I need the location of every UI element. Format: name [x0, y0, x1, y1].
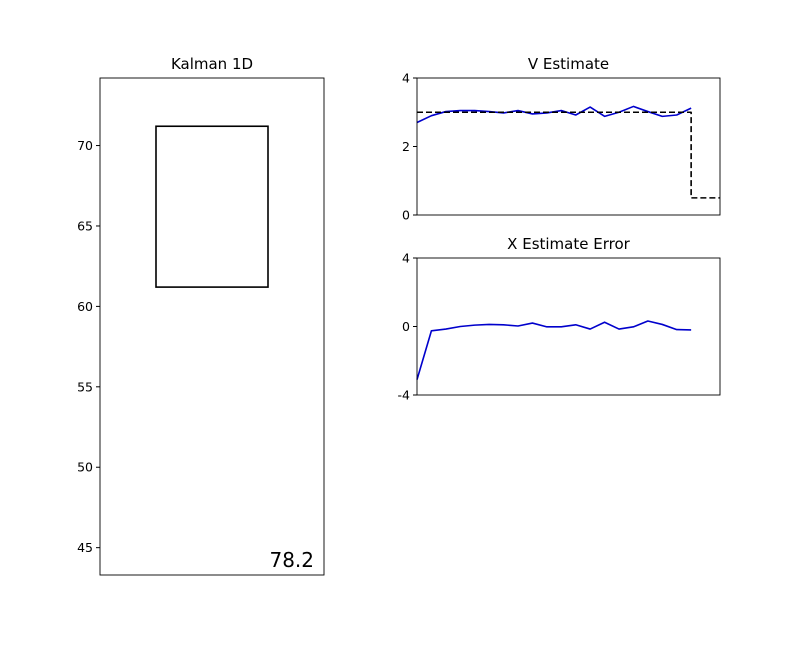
x-estimate-error-panel: X Estimate Error -4 0 4	[398, 235, 721, 403]
v-estimate-y-tick-label: 0	[402, 208, 410, 223]
kalman-1d-annotation: 78.2	[269, 548, 314, 572]
x-estimate-error-y-tick-label: -4	[398, 388, 411, 403]
v-estimate-y-tick-label: 4	[402, 71, 410, 86]
x-estimate-error-y-tick-label: 0	[402, 319, 410, 334]
v-estimate-y-tick-label: 2	[402, 139, 410, 154]
x-estimate-error-title: X Estimate Error	[507, 235, 630, 253]
kalman-1d-y-tick-label: 70	[77, 138, 93, 153]
v-estimate-panel: V Estimate 0 2 4	[402, 55, 721, 223]
v-estimate-series-dashed-line	[417, 111, 720, 199]
kalman-1d-y-tick-label: 45	[77, 540, 93, 555]
kalman-1d-rectangle	[155, 125, 269, 288]
kalman-1d-y-tick-label: 50	[77, 460, 93, 475]
kalman-1d-y-tick-label: 55	[77, 379, 93, 394]
v-estimate-frame	[416, 77, 721, 216]
kalman-1d-y-tick-label: 60	[77, 299, 93, 314]
kalman-1d-y-tick-label: 65	[77, 218, 93, 233]
kalman-1d-panel: Kalman 1D 45 50 55 60 65 70 78.2	[77, 55, 325, 576]
kalman-1d-title: Kalman 1D	[171, 55, 253, 73]
x-estimate-error-series-solid-line	[416, 320, 692, 380]
v-estimate-title: V Estimate	[528, 55, 609, 73]
x-estimate-error-frame	[416, 257, 721, 396]
x-estimate-error-y-tick-label: 4	[402, 251, 410, 266]
kalman-1d-frame	[99, 77, 325, 576]
